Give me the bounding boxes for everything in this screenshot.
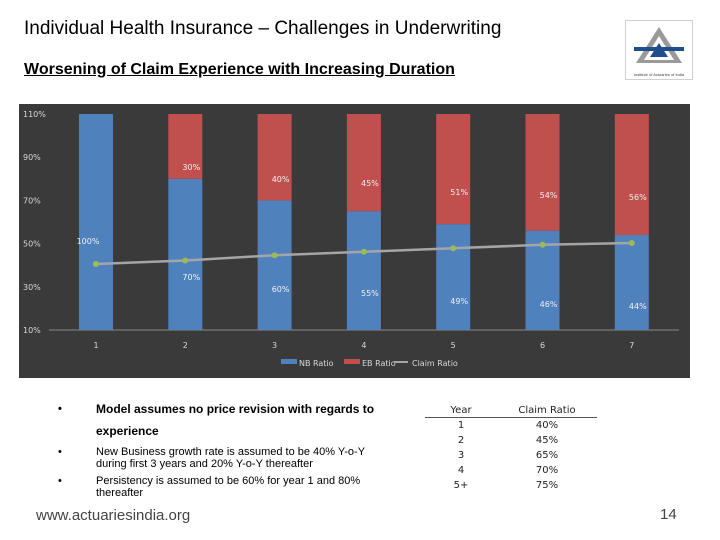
x-tick-label: 3	[272, 341, 277, 350]
x-tick-label: 4	[361, 341, 366, 350]
logo-triangle-icon	[634, 27, 684, 63]
table-row: 5+ 75%	[425, 478, 597, 493]
table-cell-year: 1	[457, 420, 465, 431]
eb-ratio-bar	[614, 114, 649, 235]
bullet-dot: •	[58, 403, 62, 415]
y-tick-label: 90%	[23, 153, 41, 162]
table-cell-claim-ratio: 70%	[535, 465, 559, 476]
table-header-claim-ratio: Claim Ratio	[497, 403, 597, 418]
x-tick-label: 7	[629, 341, 634, 350]
claim-chart: 110% 90% 70% 50% 30% 10% 100% 70% 30% 60% 40% 55% 4…	[19, 104, 690, 378]
claim-ratio-point	[539, 241, 546, 248]
eb-ratio-bar	[346, 114, 381, 212]
table-row: 4 70%	[425, 463, 597, 478]
table-cell-year: 3	[457, 450, 465, 461]
eb-ratio-label: 30%	[182, 163, 200, 172]
legend-swatch	[344, 359, 360, 364]
nb-ratio-bar	[436, 224, 471, 330]
claim-ratio-table: Year Claim Ratio 1 40% 2 45% 3 65% 4 70%…	[425, 403, 597, 493]
table-row: 3 65%	[425, 448, 597, 463]
y-tick-label: 70%	[23, 196, 41, 205]
table-header-row: Year Claim Ratio	[425, 403, 597, 418]
claim-ratio-point	[182, 257, 189, 264]
claim-ratio-point	[93, 261, 99, 267]
logo-caption: Institute of Actuaries of India	[633, 72, 685, 77]
table-row: 2 45%	[425, 433, 597, 448]
nb-ratio-bar	[614, 234, 649, 330]
bullet-text-continued: experience	[96, 424, 159, 438]
eb-ratio-bar	[168, 114, 203, 179]
eb-ratio-label: 40%	[272, 175, 290, 184]
eb-ratio-label: 54%	[540, 191, 558, 200]
table-cell-claim-ratio: 65%	[535, 450, 559, 461]
nb-ratio-label: 100%	[77, 237, 100, 246]
nb-ratio-bar	[257, 200, 292, 330]
table-cell-year: 5+	[453, 480, 469, 491]
y-tick-label: 110%	[23, 110, 46, 119]
claim-ratio-point	[450, 245, 457, 252]
legend-label: Claim Ratio	[412, 359, 458, 368]
nb-ratio-bar	[79, 114, 113, 330]
bullet-text: New Business growth rate is assumed to b…	[96, 446, 365, 470]
nb-ratio-label: 55%	[361, 289, 379, 298]
table-cell-claim-ratio: 40%	[535, 420, 559, 431]
claim-ratio-point	[271, 252, 278, 259]
table-header-year: Year	[425, 403, 497, 418]
bullet-dot: •	[58, 446, 62, 458]
y-tick-label: 50%	[23, 240, 41, 249]
slide-title: Individual Health Insurance – Challenges…	[24, 18, 502, 39]
slide-subtitle: Worsening of Claim Experience with Incre…	[24, 61, 455, 78]
bullet-dot: •	[58, 475, 62, 487]
x-tick-label: 1	[93, 341, 98, 350]
nb-ratio-bar	[168, 178, 203, 330]
eb-ratio-label: 56%	[629, 193, 647, 202]
assumption-bullets: • Model assumes no price revision with r…	[58, 402, 398, 504]
legend-label: NB Ratio	[299, 359, 334, 368]
table-cell-year: 4	[457, 465, 465, 476]
y-tick-label: 30%	[23, 283, 41, 292]
y-tick-label: 10%	[23, 326, 41, 335]
bullet-text: Model assumes no price revision with reg…	[96, 402, 375, 416]
page-number: 14	[660, 506, 677, 523]
nb-ratio-label: 70%	[182, 273, 200, 282]
x-tick-label: 6	[540, 341, 545, 350]
table-cell-claim-ratio: 75%	[535, 480, 559, 491]
legend-label: EB Ratio	[362, 359, 396, 368]
bullet-item: • Model assumes no price revision with r…	[58, 402, 398, 438]
table-cell-claim-ratio: 45%	[535, 435, 559, 446]
legend-swatch	[281, 359, 297, 364]
chart-svg: 110% 90% 70% 50% 30% 10% 100% 70% 30% 60% 40% 55% 4…	[23, 110, 679, 368]
eb-ratio-bar	[257, 114, 292, 201]
eb-ratio-bar	[436, 114, 471, 225]
claim-ratio-point	[360, 248, 367, 255]
table-cell-year: 2	[457, 435, 465, 446]
nb-ratio-bar	[346, 211, 381, 330]
bullet-item: • New Business growth rate is assumed to…	[58, 446, 398, 470]
nb-ratio-label: 49%	[450, 297, 468, 306]
nb-ratio-label: 60%	[272, 285, 290, 294]
eb-ratio-label: 51%	[450, 188, 468, 197]
nb-ratio-label: 44%	[629, 302, 647, 311]
x-tick-label: 5	[451, 341, 456, 350]
bullet-item: • Persistency is assumed to be 60% for y…	[58, 475, 398, 499]
bullet-text: Persistency is assumed to be 60% for yea…	[96, 475, 361, 499]
eb-ratio-bar	[525, 114, 560, 231]
table-row: 1 40%	[425, 418, 597, 434]
eb-ratio-label: 45%	[361, 179, 379, 188]
website-url[interactable]: www.actuariesindia.org	[36, 507, 191, 524]
nb-ratio-label: 46%	[540, 300, 558, 309]
x-tick-label: 2	[183, 341, 188, 350]
claim-ratio-point	[628, 240, 635, 246]
institute-logo: Institute of Actuaries of India	[625, 20, 693, 80]
